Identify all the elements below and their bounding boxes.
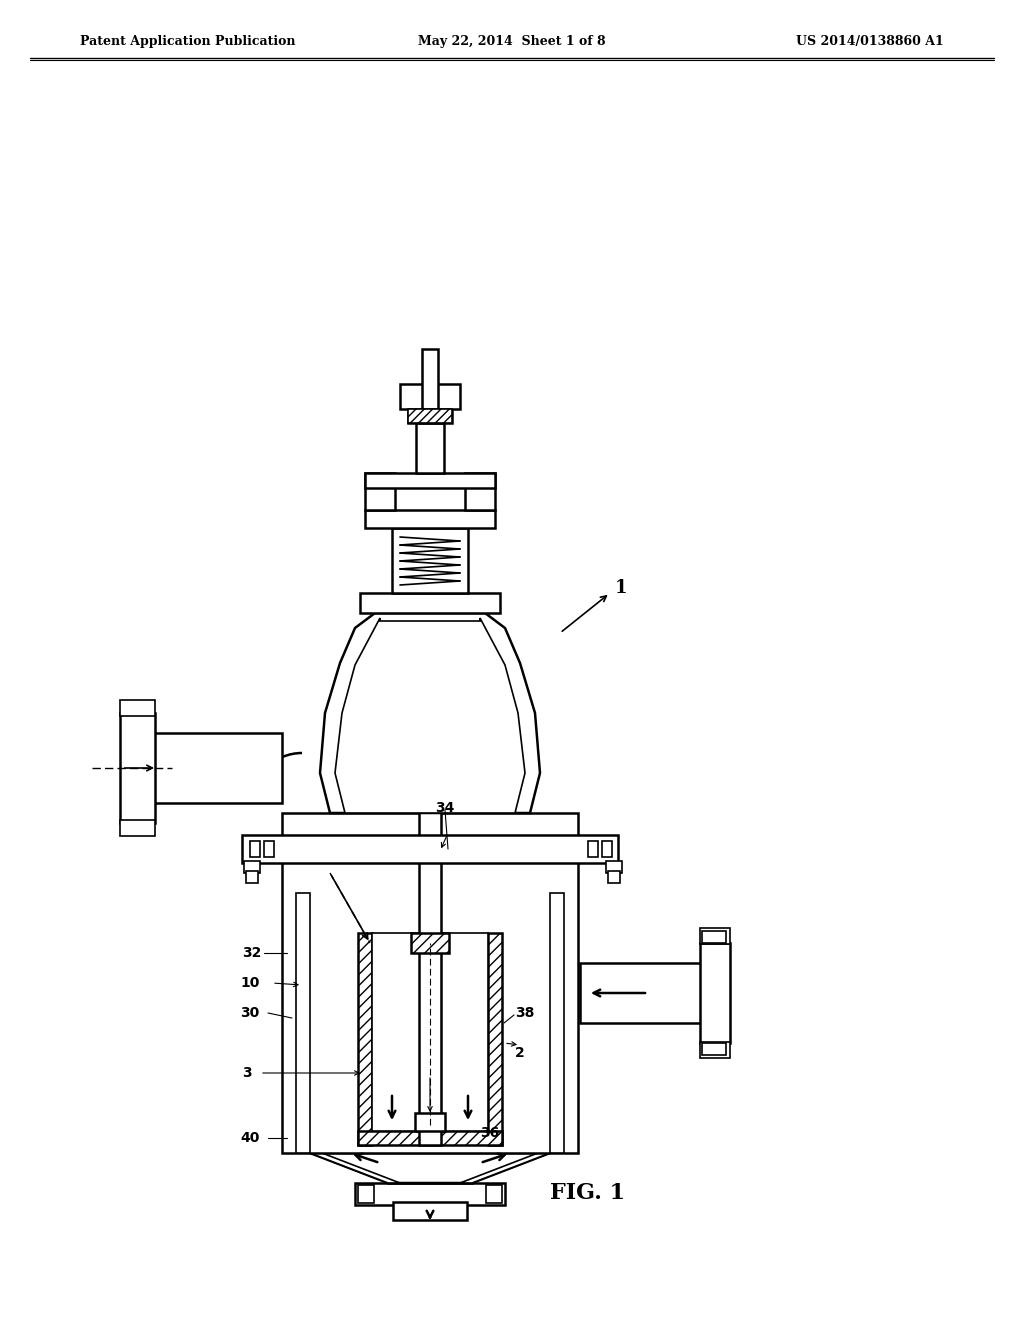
Bar [392, 528, 468, 593]
Bar [602, 841, 612, 857]
Bar [358, 933, 372, 1144]
Text: 3: 3 [242, 1067, 252, 1080]
Text: 36: 36 [480, 1126, 500, 1140]
Bar [416, 422, 444, 473]
Bar [358, 1131, 502, 1144]
Bar [388, 1152, 472, 1183]
Text: 1: 1 [615, 579, 628, 597]
Bar [365, 473, 395, 510]
Bar [422, 348, 438, 409]
Bar [415, 1113, 445, 1131]
Text: 10: 10 [240, 975, 259, 990]
Bar [702, 931, 726, 942]
Bar [152, 733, 282, 803]
Bar [365, 473, 495, 488]
Bar [120, 820, 155, 836]
Bar [580, 964, 720, 1023]
Text: US 2014/0138860 A1: US 2014/0138860 A1 [797, 36, 944, 49]
Text: 34: 34 [435, 801, 455, 814]
Bar [358, 1185, 374, 1203]
Bar [408, 409, 452, 422]
Bar [488, 933, 502, 1144]
Polygon shape [310, 1152, 400, 1183]
Text: May 22, 2014  Sheet 1 of 8: May 22, 2014 Sheet 1 of 8 [418, 36, 606, 49]
Bar [296, 894, 310, 1152]
Bar [120, 713, 155, 822]
Bar [400, 384, 460, 409]
Bar [365, 510, 495, 528]
Bar [700, 1041, 730, 1059]
Bar [246, 871, 258, 883]
Bar [486, 1185, 502, 1203]
Bar [419, 553, 441, 1144]
Bar [250, 841, 260, 857]
Bar [700, 928, 730, 944]
Bar [411, 933, 449, 953]
Bar [550, 894, 564, 1152]
Bar [608, 871, 620, 883]
Bar [702, 1043, 726, 1055]
Bar [372, 933, 488, 1131]
Bar [120, 700, 155, 715]
Polygon shape [319, 612, 540, 813]
Bar [465, 473, 495, 510]
Text: 2: 2 [515, 1045, 524, 1060]
Bar [408, 409, 452, 422]
Text: 30: 30 [240, 1006, 259, 1020]
Bar [264, 841, 274, 857]
Text: FIG. 1: FIG. 1 [550, 1181, 625, 1204]
Bar [606, 861, 622, 873]
Bar [282, 813, 578, 1152]
Text: 38: 38 [515, 1006, 535, 1020]
Text: 32: 32 [242, 946, 261, 960]
Bar [360, 593, 500, 612]
Bar [244, 861, 260, 873]
Text: 40: 40 [240, 1131, 259, 1144]
Bar [700, 942, 730, 1043]
Polygon shape [460, 1152, 550, 1183]
Text: Patent Application Publication: Patent Application Publication [80, 36, 296, 49]
Polygon shape [335, 618, 525, 813]
Polygon shape [310, 1152, 550, 1183]
Bar [242, 836, 618, 863]
Bar [588, 841, 598, 857]
Bar [393, 1203, 467, 1220]
Bar [355, 1183, 505, 1205]
